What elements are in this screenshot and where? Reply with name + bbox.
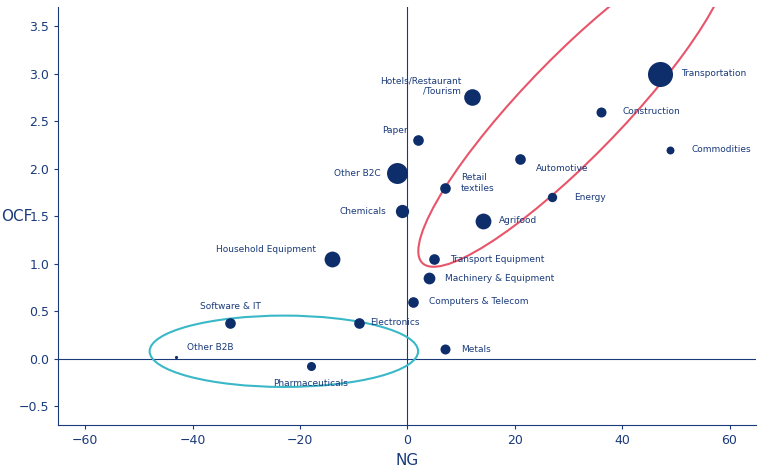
Point	[396, 208, 408, 215]
Text: Agrifood: Agrifood	[498, 217, 537, 226]
Point	[390, 170, 402, 177]
Text: Other B2B: Other B2B	[187, 343, 233, 352]
Text: Machinery & Equipment: Machinery & Equipment	[445, 274, 554, 283]
Point	[439, 346, 451, 353]
Point	[546, 193, 558, 201]
Point	[224, 319, 237, 326]
X-axis label: NG: NG	[396, 453, 419, 468]
Text: Retail
textiles: Retail textiles	[461, 173, 495, 193]
Point	[326, 255, 339, 263]
Point	[412, 136, 424, 144]
Text: Metals: Metals	[461, 345, 491, 354]
Point	[664, 146, 677, 153]
Text: Transportation: Transportation	[681, 69, 746, 78]
Text: Paper: Paper	[382, 126, 407, 135]
Point	[465, 94, 478, 101]
Text: Hotels/Restaurant
/Tourism: Hotels/Restaurant /Tourism	[379, 76, 461, 95]
Text: Chemicals: Chemicals	[339, 207, 386, 216]
Text: Pharmaceuticals: Pharmaceuticals	[273, 379, 348, 388]
Text: Commodities: Commodities	[692, 145, 752, 154]
Point	[594, 108, 607, 115]
Point	[476, 217, 488, 225]
Text: Energy: Energy	[574, 193, 605, 202]
Text: Household Equipment: Household Equipment	[216, 245, 316, 254]
Y-axis label: OCF: OCF	[1, 209, 32, 224]
Point	[305, 362, 317, 370]
Text: Construction: Construction	[622, 107, 680, 116]
Point	[514, 155, 526, 163]
Point	[353, 319, 365, 326]
Text: Automotive: Automotive	[536, 164, 589, 173]
Text: Software & IT: Software & IT	[200, 302, 260, 311]
Point	[422, 274, 435, 282]
Text: Computers & Telecom: Computers & Telecom	[429, 297, 528, 306]
Point	[439, 184, 451, 191]
Text: Transport Equipment: Transport Equipment	[450, 255, 545, 264]
Point	[406, 298, 419, 305]
Text: Electronics: Electronics	[369, 318, 419, 327]
Point	[428, 255, 440, 263]
Point	[654, 70, 666, 77]
Point	[170, 353, 183, 361]
Text: Other B2C: Other B2C	[334, 169, 380, 178]
